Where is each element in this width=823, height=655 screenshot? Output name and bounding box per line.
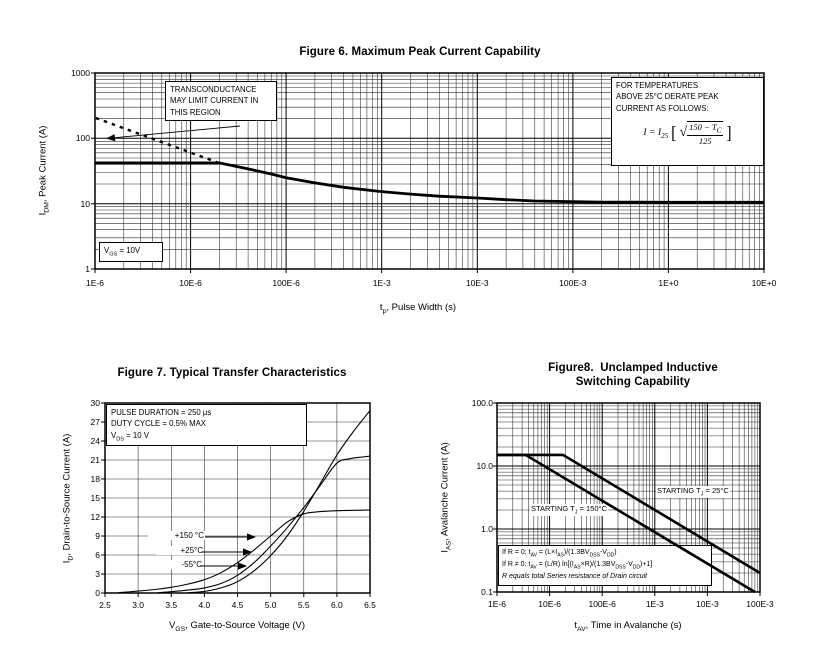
- fig7-x-tick-label: 3.5: [165, 600, 178, 610]
- fig7-y-tick-label: 0: [95, 588, 100, 598]
- formula-line: If R = 0: tAV = (L×IAS)/(1.3BVDSS-VDD): [502, 549, 617, 559]
- fig6-y-tick-label: 1: [85, 264, 90, 274]
- y-label-text: , Peak Current (A): [37, 125, 49, 203]
- fig8-x-tick-label: 10E-6: [538, 599, 561, 609]
- fig8-x-tick-label: 100E-3: [746, 599, 774, 609]
- derate-formula: I = I25 [ √ 150 − TC 125 ]: [616, 120, 759, 146]
- fraction-denominator: 125: [698, 135, 712, 146]
- peak-current-curve: [95, 161, 764, 204]
- formula-base: I25: [657, 127, 669, 140]
- fig8-y-tick-label: 10.0: [476, 461, 493, 471]
- fig6-x-tick-label: 10E-3: [465, 278, 489, 288]
- figure6-x-axis-label: tp, Pulse Width (s): [379, 302, 457, 315]
- fig7-x-tick-label: 4.0: [198, 600, 211, 610]
- avalanche-formula-box: If R = 0: tAV = (L×IAS)/(1.3BVDSS-VDD) I…: [498, 545, 712, 587]
- formula-lhs: I: [643, 127, 647, 138]
- figure6-title: Figure 6. Maximum Peak Current Capabilit…: [299, 46, 541, 58]
- fig6-x-tick-label: 100E-3: [559, 278, 587, 288]
- fraction-numerator: 150 − TC: [687, 121, 724, 136]
- transconductance-note-box: TRANSCONDUCTANCE MAY LIMIT CURRENT IN TH…: [165, 81, 277, 121]
- formula-line: If R ≠ 0: tAV = (L/R) ln[(IAS×R)/(1.3BVD…: [502, 561, 653, 571]
- curve-label-25c: +25°C: [156, 546, 204, 555]
- curve-label-tj25: STARTING TJ = 25°C: [656, 486, 730, 498]
- fig7-y-tick-label: 30: [90, 398, 100, 408]
- note-line: TRANSCONDUCTANCE: [170, 85, 257, 94]
- formula-equals: =: [649, 127, 655, 138]
- fig6-x-tick-label: 10E+0: [751, 278, 777, 288]
- figure7-y-axis-label: ID, Drain-to-Source Current (A): [61, 433, 75, 564]
- formula-open-bracket: [: [671, 124, 677, 143]
- fig7-x-tick-label: 5.5: [297, 600, 310, 610]
- formula-note: R equals total Series resistance of Drai…: [502, 573, 648, 581]
- y-label-symbol: I: [37, 212, 49, 216]
- annotation-arrow-line: [114, 125, 241, 139]
- derate-note-box: FOR TEMPERATURES ABOVE 25°C DERATE PEAK …: [611, 77, 764, 166]
- figure6-y-axis-label: IDM, Peak Current (A): [38, 90, 51, 250]
- curve-25c: [157, 455, 371, 594]
- figure8-title-line1: Figure8. Unclamped Inductive: [548, 362, 718, 374]
- note-line: ABOVE 25°C DERATE PEAK: [616, 92, 719, 102]
- fig8-y-tick-label: 0.1: [481, 587, 493, 597]
- annotation-arrowhead: [106, 134, 116, 142]
- note-line: CURRENT AS FOLLOWS:: [616, 103, 709, 113]
- fig6-x-tick-label: 1E+0: [658, 278, 679, 288]
- formula-fraction: 150 − TC 125: [687, 120, 724, 146]
- curve-label-m55c: -55°C: [156, 560, 203, 569]
- note-line: FOR TEMPERATURES: [616, 81, 699, 90]
- figure8-title-line2: Switching Capability: [575, 376, 691, 388]
- fig6-x-tick-label: 10E-6: [179, 278, 202, 288]
- test-conditions-box: PULSE DURATION = 250 µs DUTY CYCLE = 0.5…: [106, 404, 307, 447]
- fig8-x-tick-label: 1E-3: [645, 599, 664, 609]
- annotation-arrowhead: [247, 533, 256, 541]
- y-label-subscript: DM: [43, 202, 51, 213]
- fig7-x-tick-label: 4.5: [231, 600, 244, 610]
- figure8-x-axis-label: tAV, Time in Avalanche (s): [574, 620, 682, 633]
- vgs-condition-box: VGS = 10V: [99, 242, 163, 262]
- fig7-x-tick-label: 5.0: [264, 600, 277, 610]
- fig8-x-tick-label: 1E-6: [488, 599, 506, 609]
- figure7-x-axis-label: VGS, Gate-to-Source Voltage (V): [168, 620, 306, 633]
- note-line: MAY LIMIT CURRENT IN: [170, 96, 259, 106]
- fig8-x-tick-label: 10E-3: [696, 599, 719, 609]
- fig6-y-tick-label: 10: [80, 198, 90, 209]
- curve-label-150c: +150 °C: [148, 531, 205, 540]
- fig8-y-tick-label: 1.0: [481, 524, 493, 534]
- note-line: THIS REGION: [170, 107, 221, 117]
- annotation-arrowhead: [238, 562, 247, 570]
- fig7-x-tick-label: 2.5: [99, 600, 111, 610]
- fig6-x-tick-label: 1E-6: [86, 278, 104, 288]
- figure8-y-axis-label: IAS, Avalanche Current (A): [439, 442, 453, 553]
- fig6-x-tick-label: 1E-3: [372, 278, 391, 288]
- fig7-x-tick-label: 6.5: [364, 600, 376, 610]
- transconductance-limit-curve: [95, 116, 218, 164]
- radical-sign: √: [679, 125, 688, 141]
- fig6-x-tick-label: 100E-6: [272, 278, 300, 288]
- condition-line: DUTY CYCLE = 0.5% MAX: [111, 419, 206, 429]
- fig7-x-tick-label: 6.0: [330, 600, 343, 610]
- fig6-y-tick-label: 1000: [71, 68, 90, 78]
- curve-label-tj150: STARTING TJ = 150°C: [530, 504, 608, 516]
- fig7-x-tick-label: 3.0: [132, 600, 145, 610]
- condition-line: PULSE DURATION = 250 µs: [111, 408, 212, 417]
- fig6-y-tick-label: 100: [75, 133, 90, 144]
- figure7-title: Figure 7. Typical Transfer Characteristi…: [117, 367, 347, 379]
- fig8-x-tick-label: 100E-6: [588, 599, 616, 609]
- condition-line: VDS = 10 V: [111, 430, 149, 443]
- formula-close-bracket: ]: [726, 124, 732, 143]
- fig8-y-tick-label: 100.0: [471, 398, 493, 408]
- annotation-arrowhead: [243, 548, 252, 556]
